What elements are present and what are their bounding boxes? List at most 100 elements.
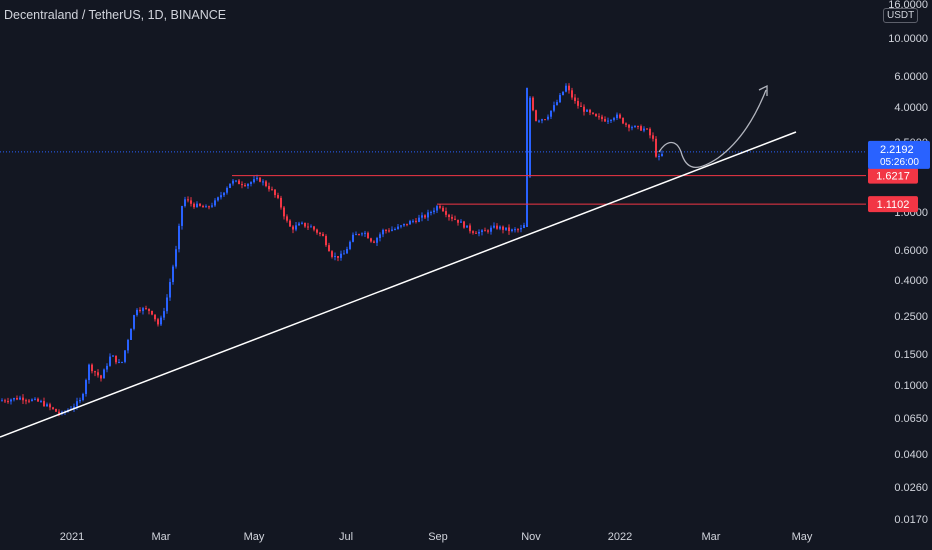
candle	[124, 350, 126, 364]
candle	[466, 225, 468, 228]
candle	[580, 102, 582, 107]
x-tick-label: Nov	[521, 531, 541, 543]
candle	[484, 227, 486, 232]
candle	[145, 305, 147, 310]
candle	[325, 234, 327, 247]
candle	[226, 186, 228, 195]
candle	[265, 180, 267, 188]
candle	[538, 119, 540, 123]
candle	[460, 219, 462, 223]
candle	[10, 398, 12, 405]
candle	[244, 183, 246, 188]
x-tick-label: May	[244, 531, 265, 543]
candle	[592, 112, 594, 115]
y-tick-label: 0.0260	[894, 482, 928, 494]
candle	[517, 228, 519, 233]
candle	[271, 186, 273, 191]
candle	[424, 214, 426, 219]
candle	[286, 214, 288, 223]
candle	[310, 224, 312, 228]
candle	[469, 223, 471, 234]
candle	[235, 180, 237, 183]
candle	[250, 181, 252, 187]
candle	[379, 232, 381, 242]
candle	[178, 223, 180, 253]
candle	[547, 114, 549, 121]
candle	[205, 204, 207, 208]
candle	[478, 229, 480, 237]
candle	[181, 205, 183, 230]
candle	[55, 408, 57, 412]
candle	[334, 252, 336, 261]
candle	[487, 229, 489, 234]
candle	[73, 403, 75, 413]
candle	[97, 369, 99, 378]
candle	[397, 224, 399, 230]
candle	[394, 227, 396, 231]
candle	[49, 402, 51, 411]
candle	[637, 125, 639, 130]
x-tick-label: May	[792, 531, 813, 543]
candle	[523, 222, 525, 229]
candle	[43, 397, 45, 407]
currency-label[interactable]: USDT	[883, 8, 919, 23]
projection-arrow	[658, 89, 767, 169]
candle	[535, 109, 537, 122]
candle	[13, 397, 15, 402]
candle	[28, 399, 30, 404]
candle	[307, 222, 309, 230]
candle	[46, 402, 48, 407]
candle	[259, 176, 261, 183]
candle	[439, 204, 441, 210]
candle	[613, 116, 615, 122]
candle	[247, 183, 249, 189]
candle	[514, 227, 516, 233]
y-tick-label: 0.2500	[894, 311, 928, 323]
level-label: 1.6217	[876, 171, 910, 183]
candle	[553, 101, 555, 113]
candle	[367, 231, 369, 239]
candle	[136, 308, 138, 317]
candle	[463, 220, 465, 229]
candle	[544, 118, 546, 121]
candle	[607, 117, 609, 124]
candle	[118, 358, 120, 364]
candle	[583, 104, 585, 116]
candle	[409, 219, 411, 225]
candle	[529, 96, 531, 179]
candle	[100, 374, 102, 382]
candle	[337, 255, 339, 262]
candle	[127, 338, 129, 354]
countdown-label: 05:26:00	[880, 157, 919, 168]
candle	[16, 395, 18, 401]
time-axis	[0, 522, 932, 550]
candle	[502, 225, 504, 234]
candle	[223, 192, 225, 198]
y-tick-label: 0.0650	[894, 413, 928, 425]
y-tick-label: 0.6000	[894, 245, 928, 257]
candle	[1, 398, 3, 402]
candle	[640, 124, 642, 132]
candle	[142, 306, 144, 315]
candle	[505, 227, 507, 232]
candle	[196, 201, 198, 208]
candle	[571, 87, 573, 100]
candle	[661, 150, 663, 157]
y-tick-label: 10.0000	[888, 33, 928, 45]
candle	[562, 91, 564, 96]
y-tick-label: 0.1000	[894, 380, 928, 392]
candle	[601, 114, 603, 122]
candle	[175, 245, 177, 269]
candle	[628, 123, 630, 132]
candle	[295, 221, 297, 232]
candle	[481, 229, 483, 236]
candle	[625, 122, 627, 128]
candle	[472, 230, 474, 235]
x-tick-label: Mar	[152, 531, 171, 543]
candle	[241, 181, 243, 189]
candle	[211, 202, 213, 208]
candle	[532, 96, 534, 112]
candle	[253, 175, 255, 184]
